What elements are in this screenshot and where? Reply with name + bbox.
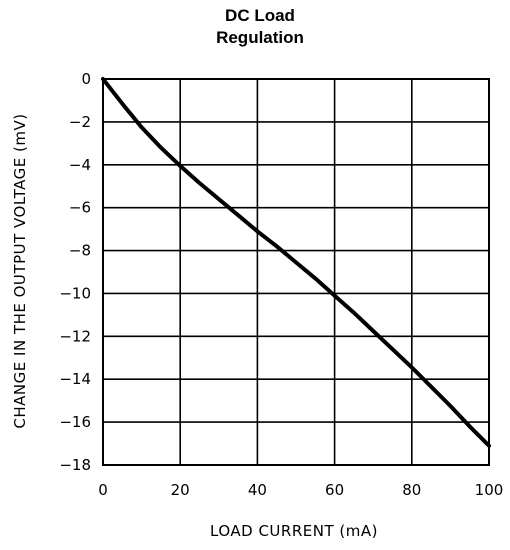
- chart-title: DC Load: [225, 6, 295, 25]
- y-tick-label: −4: [69, 156, 91, 174]
- x-tick-label: 20: [171, 481, 190, 499]
- series-line: [101, 77, 491, 448]
- y-axis-label: CHANGE IN THE OUTPUT VOLTAGE (mV): [11, 113, 29, 428]
- y-tick-label: −8: [69, 242, 91, 260]
- x-tick-label: 60: [325, 481, 344, 499]
- x-tick-label: 80: [402, 481, 421, 499]
- y-tick-label: −12: [59, 327, 91, 345]
- y-tick-label: −18: [59, 456, 91, 474]
- x-tick-label: 100: [475, 481, 504, 499]
- y-tick-label: 0: [81, 70, 91, 88]
- x-tick-label: 0: [98, 481, 108, 499]
- x-axis-label: LOAD CURRENT (mA): [210, 522, 378, 540]
- y-tick-label: −16: [59, 413, 91, 431]
- x-tick-label: 40: [248, 481, 267, 499]
- chart-subtitle: Regulation: [216, 28, 304, 47]
- y-tick-label: −14: [59, 370, 91, 388]
- y-tick-label: −2: [69, 113, 91, 131]
- y-tick-label: −10: [59, 284, 91, 302]
- y-tick-label: −6: [69, 199, 91, 217]
- plot-frame: [102, 78, 490, 466]
